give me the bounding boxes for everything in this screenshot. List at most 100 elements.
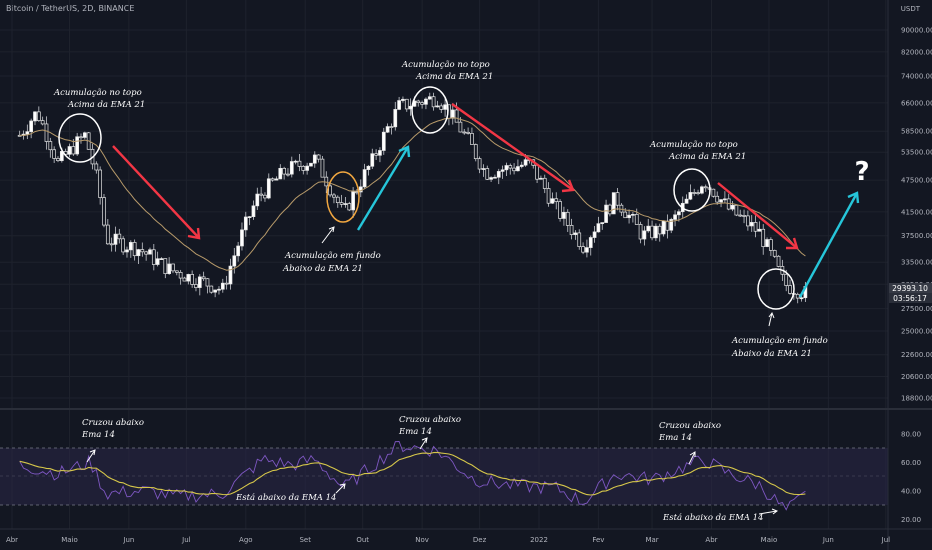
candle-body (25, 131, 30, 135)
candle-body (615, 192, 620, 206)
candle-body (749, 222, 754, 227)
rsi-annotation-3-line2: Ema 14 (398, 427, 432, 437)
candle-body (404, 98, 409, 110)
annotation-top-1-line2: Acima da EMA 21 (67, 100, 145, 110)
time-tick-6: Out (356, 536, 369, 544)
candle-body (362, 169, 367, 188)
candle-body (232, 255, 237, 267)
candle-body (757, 228, 762, 232)
pointer-arrows (86, 226, 779, 515)
candle-body (151, 249, 156, 265)
candle-body (592, 231, 597, 238)
price-tick-7: 41500.00 (901, 208, 932, 216)
candle-body (761, 228, 766, 247)
candle-body (132, 242, 137, 257)
down-arrow-3 (717, 182, 799, 250)
candle-body (167, 263, 171, 275)
candle-body (201, 276, 206, 280)
candlestick-series (17, 92, 808, 304)
candle-body (155, 258, 160, 265)
bottom-accumulation-circle-2 (757, 268, 795, 310)
candle-body (420, 102, 424, 105)
candle-body (282, 167, 286, 175)
candle-body (795, 293, 800, 299)
candle-body (171, 263, 175, 272)
price-tick-11: 27500.00 (901, 305, 932, 313)
candle-body (669, 219, 674, 231)
rsi-ema-14-line (19, 451, 806, 496)
candle-body (243, 216, 248, 231)
price-tick-9: 33500.00 (901, 259, 932, 267)
candle-body (650, 225, 654, 239)
candle-body (343, 203, 348, 205)
candle-body (692, 192, 697, 194)
symbol-title[interactable]: Bitcoin / TetherUS, 2D, BINANCE (6, 4, 135, 13)
candle-body (328, 185, 332, 196)
price-tick-1: 82000.00 (901, 48, 932, 56)
rsi-annotation-4-line1: Cruzou abaixo (659, 421, 721, 431)
candle-body (397, 100, 401, 110)
time-tick-9: 2022 (530, 536, 548, 544)
candle-body (485, 168, 490, 180)
price-axis[interactable]: 90000.00 82000.00 74000.00 66000.00 58500.00… (901, 27, 932, 403)
candle-body (251, 205, 256, 217)
time-tick-7: Nov (415, 536, 429, 544)
candle-body (585, 247, 589, 253)
time-axis[interactable]: Abr Maio Jun Jul Ago Set Out Nov Dez 2022 Fev Mar Ab… (6, 536, 890, 544)
price-tick-15: 18800.00 (901, 395, 932, 403)
ema-21-line (19, 117, 806, 271)
price-tick-2: 74000.00 (901, 73, 932, 81)
candle-body (535, 164, 539, 180)
candle-body (473, 144, 478, 160)
time-tick-8: Dez (473, 536, 487, 544)
candle-body (236, 245, 240, 257)
candle-body (588, 237, 593, 248)
candle-body (82, 132, 87, 138)
candle-body (558, 201, 562, 219)
candle-body (470, 133, 474, 145)
candle-body (776, 255, 781, 267)
candle-body (178, 272, 183, 279)
candle-body (144, 251, 148, 255)
countdown-badge (889, 293, 932, 303)
candle-body (734, 204, 739, 216)
candle-body (194, 284, 198, 288)
candle-body (654, 225, 658, 239)
candle-body (600, 222, 605, 225)
candle-body (105, 224, 110, 245)
candle-body (481, 168, 486, 170)
last-price-label: 29393.10 (892, 284, 928, 293)
candle-body (255, 193, 260, 207)
candle-body (121, 238, 125, 253)
candle-body (703, 186, 708, 189)
candle-body (799, 297, 804, 300)
candle-body (297, 160, 302, 167)
candle-body (424, 98, 428, 105)
candle-body (293, 160, 298, 163)
candle-body (646, 225, 651, 232)
candle-body (217, 288, 221, 291)
rsi-annotation-3-line1: Cruzou abaixo (399, 415, 461, 425)
candle-body (320, 158, 325, 178)
candle-body (274, 178, 279, 181)
candle-body (573, 232, 578, 235)
candle-body (117, 233, 122, 240)
candle-body (661, 220, 666, 235)
candle-body (742, 215, 746, 217)
top-accumulation-circle-3 (673, 168, 711, 212)
candle-body (186, 274, 191, 282)
rsi-band (0, 448, 888, 505)
candle-body (381, 131, 386, 151)
candle-body (665, 220, 670, 231)
candle-body (458, 121, 463, 133)
annotation-bottom-1-line1: Acumulação em fundo (284, 250, 381, 261)
rsi-tick-1: 60.00 (901, 459, 921, 467)
candle-body (71, 146, 76, 155)
candle-body (604, 204, 608, 223)
candle-body (677, 211, 681, 216)
bottom-accumulation-circle-1 (326, 171, 360, 223)
candle-body (247, 216, 252, 218)
candle-body (489, 177, 493, 180)
candle-body (508, 165, 513, 169)
